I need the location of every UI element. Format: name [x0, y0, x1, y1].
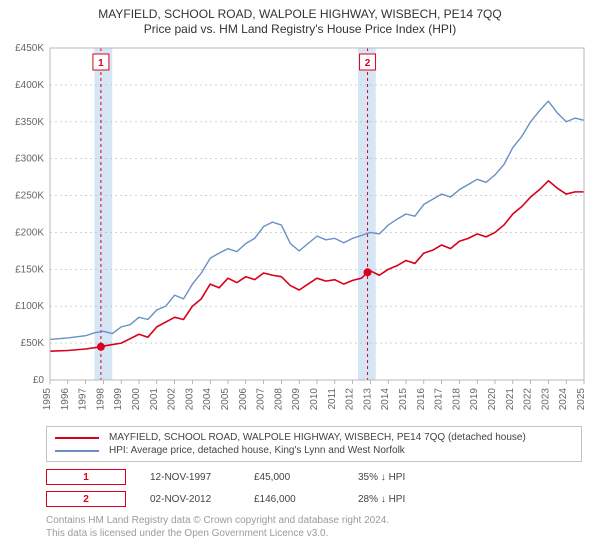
svg-text:2014: 2014 — [380, 388, 391, 411]
svg-text:2002: 2002 — [167, 388, 178, 411]
svg-text:2012: 2012 — [345, 388, 356, 411]
sale-row: 1 12-NOV-1997 £45,000 35% ↓ HPI — [46, 466, 592, 488]
svg-text:1996: 1996 — [60, 388, 71, 411]
svg-text:2021: 2021 — [505, 388, 516, 411]
sale-price: £146,000 — [254, 494, 334, 505]
svg-text:2009: 2009 — [291, 388, 302, 411]
svg-text:2000: 2000 — [131, 388, 142, 411]
svg-text:2015: 2015 — [398, 388, 409, 411]
svg-text:2001: 2001 — [149, 388, 160, 411]
svg-text:2018: 2018 — [451, 388, 462, 411]
sale-row: 2 02-NOV-2012 £146,000 28% ↓ HPI — [46, 488, 592, 510]
svg-text:2006: 2006 — [238, 388, 249, 411]
footer-line: This data is licensed under the Open Gov… — [46, 527, 592, 540]
svg-text:2008: 2008 — [273, 388, 284, 411]
svg-text:£50K: £50K — [21, 338, 45, 349]
sale-date: 12-NOV-1997 — [150, 472, 230, 483]
svg-text:2016: 2016 — [416, 388, 427, 411]
sale-date: 02-NOV-2012 — [150, 494, 230, 505]
svg-text:2023: 2023 — [540, 388, 551, 411]
svg-text:2024: 2024 — [558, 388, 569, 411]
svg-text:2: 2 — [365, 58, 371, 69]
svg-text:£350K: £350K — [15, 117, 44, 128]
legend-row-subject: MAYFIELD, SCHOOL ROAD, WALPOLE HIGHWAY, … — [55, 431, 573, 444]
svg-text:2003: 2003 — [184, 388, 195, 411]
svg-text:1: 1 — [98, 58, 104, 69]
svg-text:1999: 1999 — [113, 388, 124, 411]
svg-text:2017: 2017 — [434, 388, 445, 411]
svg-text:£250K: £250K — [15, 191, 44, 202]
legend-row-hpi: HPI: Average price, detached house, King… — [55, 444, 573, 457]
footer-line: Contains HM Land Registry data © Crown c… — [46, 514, 592, 527]
svg-text:2004: 2004 — [202, 388, 213, 411]
svg-text:2005: 2005 — [220, 388, 231, 411]
svg-text:2020: 2020 — [487, 388, 498, 411]
svg-text:2011: 2011 — [327, 388, 338, 410]
svg-text:2007: 2007 — [256, 388, 267, 411]
svg-text:2019: 2019 — [469, 388, 480, 411]
svg-text:2022: 2022 — [523, 388, 534, 411]
sales-table: 1 12-NOV-1997 £45,000 35% ↓ HPI 2 02-NOV… — [46, 466, 592, 510]
svg-text:1998: 1998 — [95, 388, 106, 411]
chart-title: MAYFIELD, SCHOOL ROAD, WALPOLE HIGHWAY, … — [8, 6, 592, 22]
legend-label-subject: MAYFIELD, SCHOOL ROAD, WALPOLE HIGHWAY, … — [109, 432, 526, 443]
svg-text:£300K: £300K — [15, 154, 44, 165]
chart-subtitle: Price paid vs. HM Land Registry's House … — [8, 22, 592, 36]
legend-label-hpi: HPI: Average price, detached house, King… — [109, 445, 405, 456]
svg-text:£400K: £400K — [15, 80, 44, 91]
sale-delta: 28% ↓ HPI — [358, 494, 438, 505]
sale-price: £45,000 — [254, 472, 334, 483]
svg-text:£450K: £450K — [15, 43, 44, 54]
chart-area: £0 £50K £100K £150K £200K £250K £300K £350K £400… — [8, 40, 592, 420]
legend: MAYFIELD, SCHOOL ROAD, WALPOLE HIGHWAY, … — [46, 426, 582, 462]
svg-text:£100K: £100K — [15, 301, 44, 312]
svg-text:£200K: £200K — [15, 228, 44, 239]
svg-text:1997: 1997 — [78, 388, 89, 411]
footer: Contains HM Land Registry data © Crown c… — [46, 514, 592, 540]
svg-text:1995: 1995 — [42, 388, 53, 411]
sale-delta: 35% ↓ HPI — [358, 472, 438, 483]
svg-text:£150K: £150K — [15, 265, 44, 276]
legend-line-subject — [55, 437, 99, 439]
svg-text:2010: 2010 — [309, 388, 320, 411]
legend-line-hpi — [55, 450, 99, 452]
svg-text:£0: £0 — [33, 375, 45, 386]
sale-marker-icon: 2 — [46, 491, 126, 507]
svg-text:2013: 2013 — [362, 388, 373, 411]
svg-text:2025: 2025 — [576, 388, 587, 411]
sale-marker-icon: 1 — [46, 469, 126, 485]
